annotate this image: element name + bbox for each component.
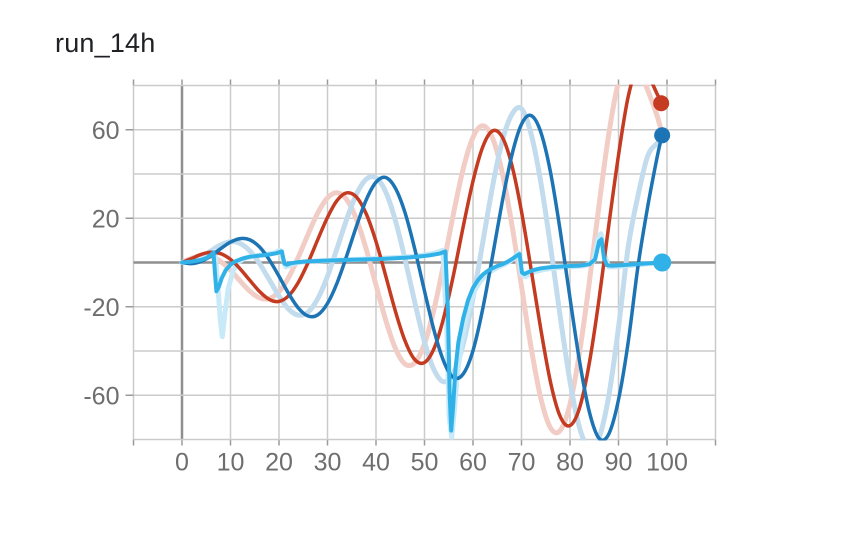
x-tick-label: 30 [314, 449, 342, 477]
y-axis-labels: 60 20 -20 -60 [83, 117, 119, 411]
x-tick-label: 70 [508, 449, 536, 477]
end-marker-cyan-smoothed[interactable] [653, 253, 672, 272]
y-tick-label: -20 [83, 294, 119, 322]
x-tick-label: 80 [556, 449, 584, 477]
chart-title: run_14h [55, 28, 156, 58]
series-cyan-smoothed [180, 237, 665, 433]
y-tick-label: 60 [92, 117, 120, 145]
end-marker-blue-smoothed[interactable] [654, 127, 671, 144]
x-tick-label: 10 [217, 449, 245, 477]
series-blue-smoothed [180, 113, 664, 441]
y-tick-label: 20 [92, 205, 120, 233]
series-red-smoothed [180, 84, 664, 428]
y-tick-label: -60 [83, 382, 119, 410]
series-blue-raw [179, 104, 665, 441]
x-tick-label: 50 [411, 449, 439, 477]
x-tick-label: 40 [362, 449, 390, 477]
series-red-raw [179, 84, 665, 436]
end-marker-red-smoothed[interactable] [653, 95, 670, 112]
x-tick-label: 20 [265, 449, 293, 477]
x-tick-label: 100 [646, 449, 688, 477]
x-tick-label: 0 [175, 449, 189, 477]
chart-toolbar [0, 498, 856, 540]
x-tick-label: 60 [459, 449, 487, 477]
x-axis-labels: 0 10 20 30 40 50 60 70 80 90 100 [175, 449, 688, 477]
x-tick-label: 90 [605, 449, 633, 477]
